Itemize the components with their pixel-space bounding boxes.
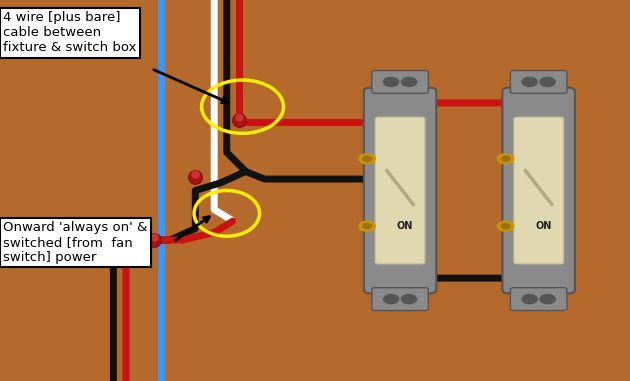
Circle shape [401,77,416,86]
Text: Onward 'always on' &
switched [from  fan
switch] power: Onward 'always on' & switched [from fan … [3,221,147,264]
Circle shape [401,295,416,304]
Circle shape [540,77,555,86]
Text: 4 wire [plus bare]
cable between
fixture & switch box: 4 wire [plus bare] cable between fixture… [3,11,137,54]
FancyBboxPatch shape [510,288,567,311]
Circle shape [359,221,375,231]
Circle shape [501,156,510,162]
Circle shape [384,295,399,304]
Circle shape [522,295,537,304]
Circle shape [363,224,372,229]
FancyBboxPatch shape [372,288,428,311]
Circle shape [540,295,555,304]
FancyBboxPatch shape [510,70,567,93]
FancyBboxPatch shape [364,88,436,293]
Circle shape [359,154,375,164]
FancyBboxPatch shape [375,117,425,264]
Circle shape [498,154,514,164]
Text: ON: ON [536,221,552,231]
Circle shape [363,156,372,162]
Circle shape [498,221,514,231]
Circle shape [501,224,510,229]
Text: ON: ON [397,221,413,231]
Circle shape [384,77,399,86]
Circle shape [522,77,537,86]
FancyBboxPatch shape [372,70,428,93]
FancyBboxPatch shape [503,88,575,293]
FancyBboxPatch shape [514,117,563,264]
